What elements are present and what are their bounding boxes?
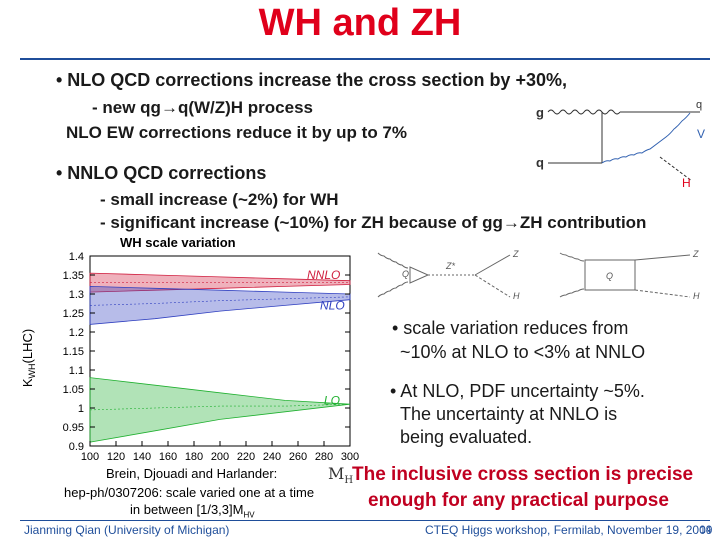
label-z-right: Z [692,249,699,259]
y-tick-label: 1.35 [63,270,84,282]
sub-bullet-zh-increase: - significant increase (~10%) for ZH bec… [100,213,647,232]
y-tick-label: 0.95 [63,422,84,434]
diagram-label-h: H [682,176,691,190]
label-q-right: Q [606,271,613,281]
x-tick-label: 300 [341,451,359,463]
x-tick-label: 140 [133,451,151,463]
y-tick-label: 1 [78,403,84,415]
plot-area: NNLO NLO LO 0.9 0.95 1 1.05 1.1 1.15 1.2 1.25 1.3 1.… [63,251,360,463]
x-tick-label: 160 [159,451,177,463]
chart-title: WH scale variation [120,235,236,250]
feynman-diagram-gg-zh: Q Z* Z H Q Z H [377,249,700,301]
x-tick-label: 120 [107,451,125,463]
footer-event: CTEQ Higgs workshop, Fermilab, November … [425,523,713,537]
sub-bullet-nlo-ew: NLO EW corrections reduce it by up to 7% [66,123,407,142]
label-h-right: H [693,291,700,301]
z-out-line-left [474,254,511,276]
bullet-pdf-uncertainty-cont1: The uncertainty at NNLO is [400,404,618,424]
bullet-scale-variation-cont: ~10% at NLO to <3% at NNLO [400,342,646,362]
x-tick-label: 100 [81,451,99,463]
bullet-pdf-uncertainty-cont2: being evaluated. [400,427,533,447]
reference-line3: in between [1/3,3]MHV [130,502,255,520]
gluon-left-bottom [377,281,409,298]
label-h-left: H [513,291,520,301]
gluon-left-top [377,252,409,269]
y-tick-label: 1.05 [63,384,84,396]
wh-scale-variation-chart: NNLO NLO LO 0.9 0.95 1 1.05 1.1 1.15 1.2 1.25 1.3 1.… [20,251,360,463]
lo-band [89,377,351,443]
quark-box [584,259,636,291]
bullet-nnlo-qcd: • NNLO QCD corrections [56,163,267,183]
conclusion-line2: enough for any practical purpose [368,490,669,511]
h-out-line-left [474,274,511,298]
x-tick-label: 220 [237,451,255,463]
nnlo-label: NNLO [307,268,340,282]
slide-title: WH and ZH [258,2,462,44]
y-tick-label: 1.15 [63,346,84,358]
nlo-band [89,285,351,325]
y-tick-label: 1.25 [63,308,84,320]
diagram-label-q-out: q [696,99,702,111]
diagram-label-v: V [697,127,705,141]
bullet-nlo-qcd: • NLO QCD corrections increase the cross… [56,70,567,90]
title-divider [20,58,710,60]
y-tick-label: 1.2 [69,327,84,339]
footer-author: Jianming Qian (University of Michigan) [24,523,230,537]
vector-boson-line [601,112,691,164]
lo-center-line [89,403,351,411]
quark-loop-left [409,266,430,284]
conclusion-line1: The inclusive cross section is precise [352,464,694,485]
nlo-center-line [89,296,351,306]
y-tick-label: 1.3 [69,289,84,301]
feynman-diagram-qg: g q q V H [536,99,705,190]
x-tick-label: 240 [263,451,281,463]
lo-label: LO [324,393,340,407]
footer-divider [20,520,710,521]
bullet-pdf-uncertainty: • At NLO, PDF uncertainty ~5%. [390,381,645,401]
higgs-line [659,156,693,182]
x-axis-label: MH [328,464,354,487]
x-tick-label: 180 [185,451,203,463]
y-tick-label: 1.1 [69,365,84,377]
bullet-scale-variation: • scale variation reduces from [392,318,629,338]
diagram-label-q-in: q [536,155,544,170]
nlo-label: NLO [320,298,345,312]
label-z-left: Z [512,249,519,259]
x-tick-label: 280 [315,451,333,463]
label-q-left: Q [402,269,409,279]
h-out-line-right [634,289,691,298]
gluon-line [547,109,621,115]
y-tick-label: 1.4 [69,251,84,263]
gluon-right-bottom [559,288,585,298]
gluon-right-top [559,252,585,262]
reference-line1: Brein, Djouadi and Harlander: [106,466,278,481]
reference-line2: hep-ph/0307206: scale varied one at a ti… [64,485,315,500]
sub-bullet-wh-increase: - small increase (~2%) for WH [100,190,339,209]
x-tick-label: 200 [211,451,229,463]
diagram-label-g: g [536,105,544,120]
y-tick-label: 0.9 [69,441,84,453]
y-axis-label: KWH(LHC) [20,329,37,387]
label-zstar-left: Z* [445,261,455,271]
z-out-line-right [634,254,691,261]
sub-bullet-qg-process: - new qg→q(W/Z)H process [92,98,313,117]
x-tick-label: 260 [289,451,307,463]
page-number: 14 [700,525,712,536]
